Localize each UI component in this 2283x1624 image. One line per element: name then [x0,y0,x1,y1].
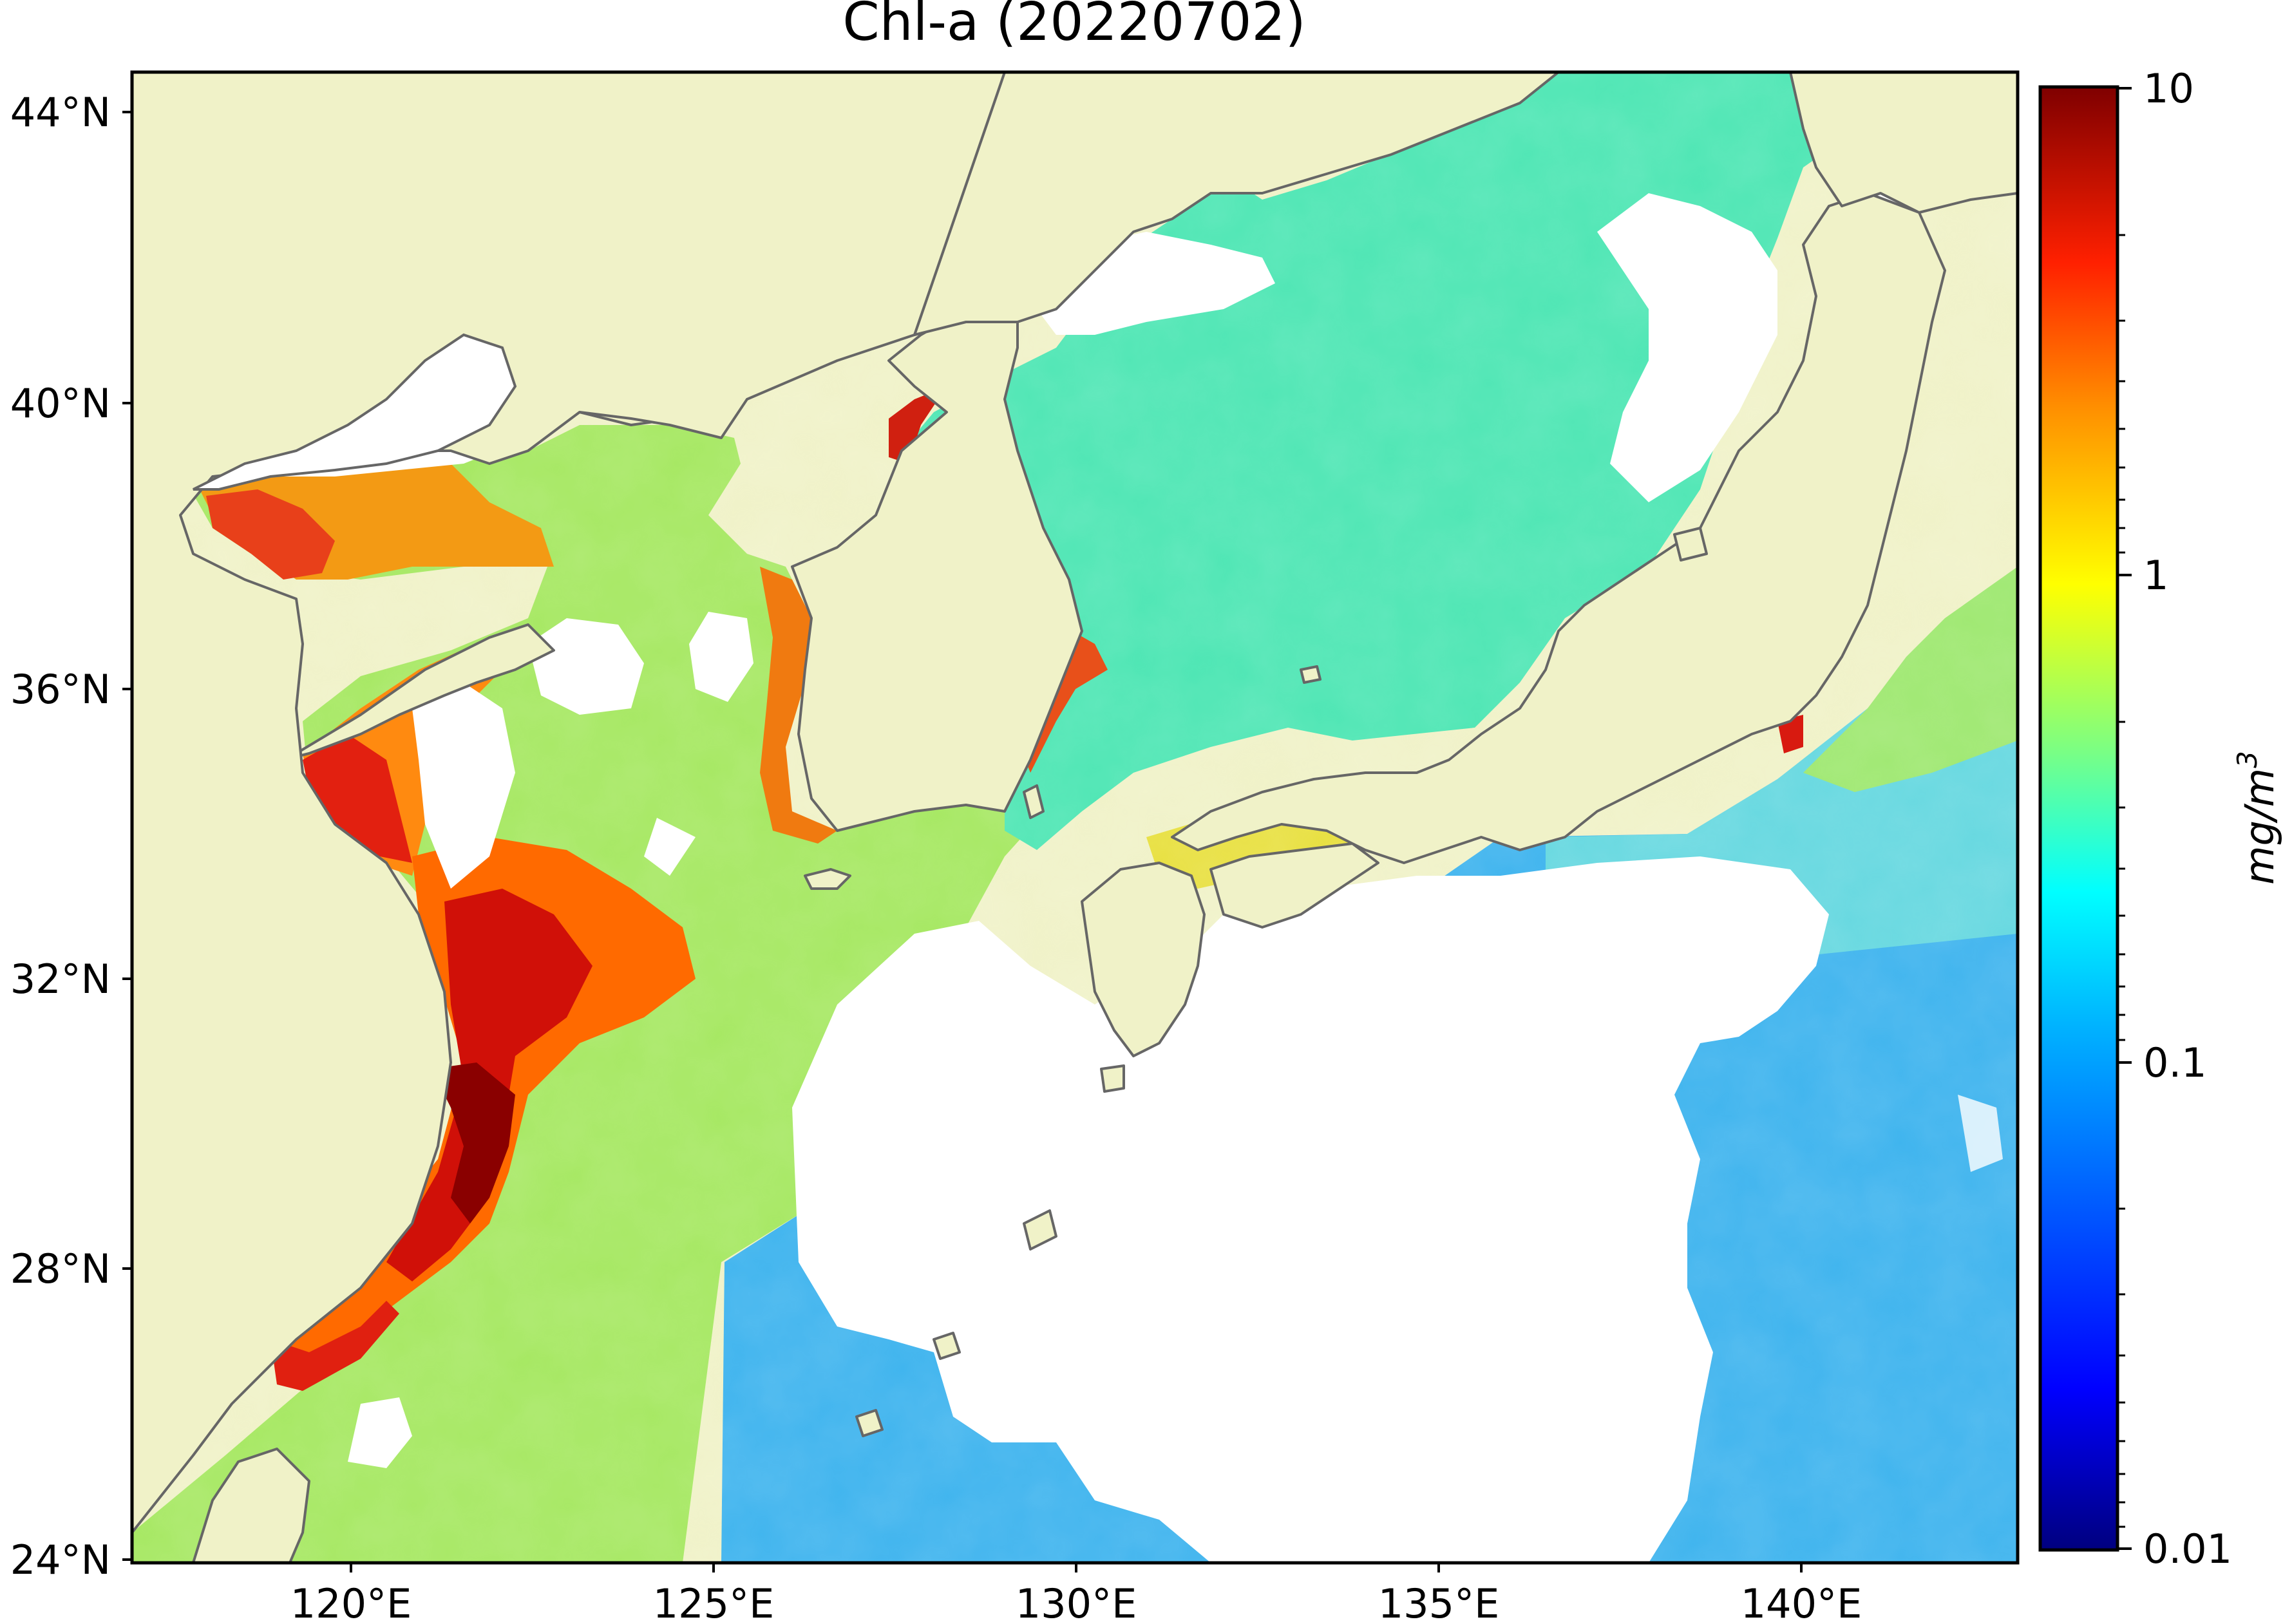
colorbar-tick-label: 0.01 [2143,1525,2232,1572]
lon-tick-label: 135°E [1378,1580,1500,1624]
sado-island [1673,527,1708,562]
honshu [1171,192,1946,864]
ryukyu-island-2 [933,1332,961,1360]
latitude-axis: 44°N 40°N 36°N 32°N 28°N 24°N [10,89,132,1583]
lat-tick-label: 40°N [10,380,111,427]
bohai-red [206,489,335,580]
kyushu [1081,862,1206,1057]
korea-west-coast [760,567,837,844]
lat-tick-label: 24°N [10,1536,111,1583]
taiwan [192,1448,310,1563]
lat-tick-label: 32°N [10,956,111,1003]
lon-tick-label: 125°E [653,1580,775,1624]
colorbar: 10 1 0.1 0.01 mg/m3 [2038,65,2283,1572]
oki-island [1300,665,1321,684]
colorbar-label: mg/m3 [2231,751,2283,885]
lon-tick-label: 140°E [1741,1580,1862,1624]
lon-tick-label: 120°E [290,1580,412,1624]
lat-tick-label: 36°N [10,666,111,713]
lat-tick-label: 44°N [10,89,111,136]
hangzhou-bay-darkred [431,1062,515,1223]
russia-coast [913,72,1560,336]
map-area [132,72,2018,1563]
tsushima-island [1023,784,1045,819]
colorbar-tick-label: 1 [2143,552,2168,599]
yakushima-island [1100,1064,1125,1093]
jiangsu-red [303,734,412,863]
lat-tick-label: 28°N [10,1245,111,1292]
ryukyu-island-1 [1023,1209,1057,1251]
colorbar-label-unit: mg/m [2236,768,2283,885]
ryukyu-island-3 [855,1409,884,1437]
shikoku [1209,842,1379,929]
colorbar-tick-label: 0.1 [2143,1039,2207,1086]
bohai-inner [193,333,517,491]
map-title: Chl-a (20220702) [842,0,1305,53]
lon-tick-label: 130°E [1016,1580,1137,1624]
colorbar-label-superscript: 3 [2231,751,2263,768]
longitude-axis: 120°E 125°E 130°E 135°E 140°E [290,1563,1862,1624]
fujian-coast-red [270,1301,399,1391]
north-korea-coast [889,386,947,464]
hokkaido [1789,72,2018,214]
colorbar-gradient [2038,85,2119,1552]
colorbar-tick-label: 10 [2143,65,2194,112]
korean-peninsula [791,269,1083,832]
shandong-peninsula [132,623,555,800]
jeju-island [804,868,851,890]
